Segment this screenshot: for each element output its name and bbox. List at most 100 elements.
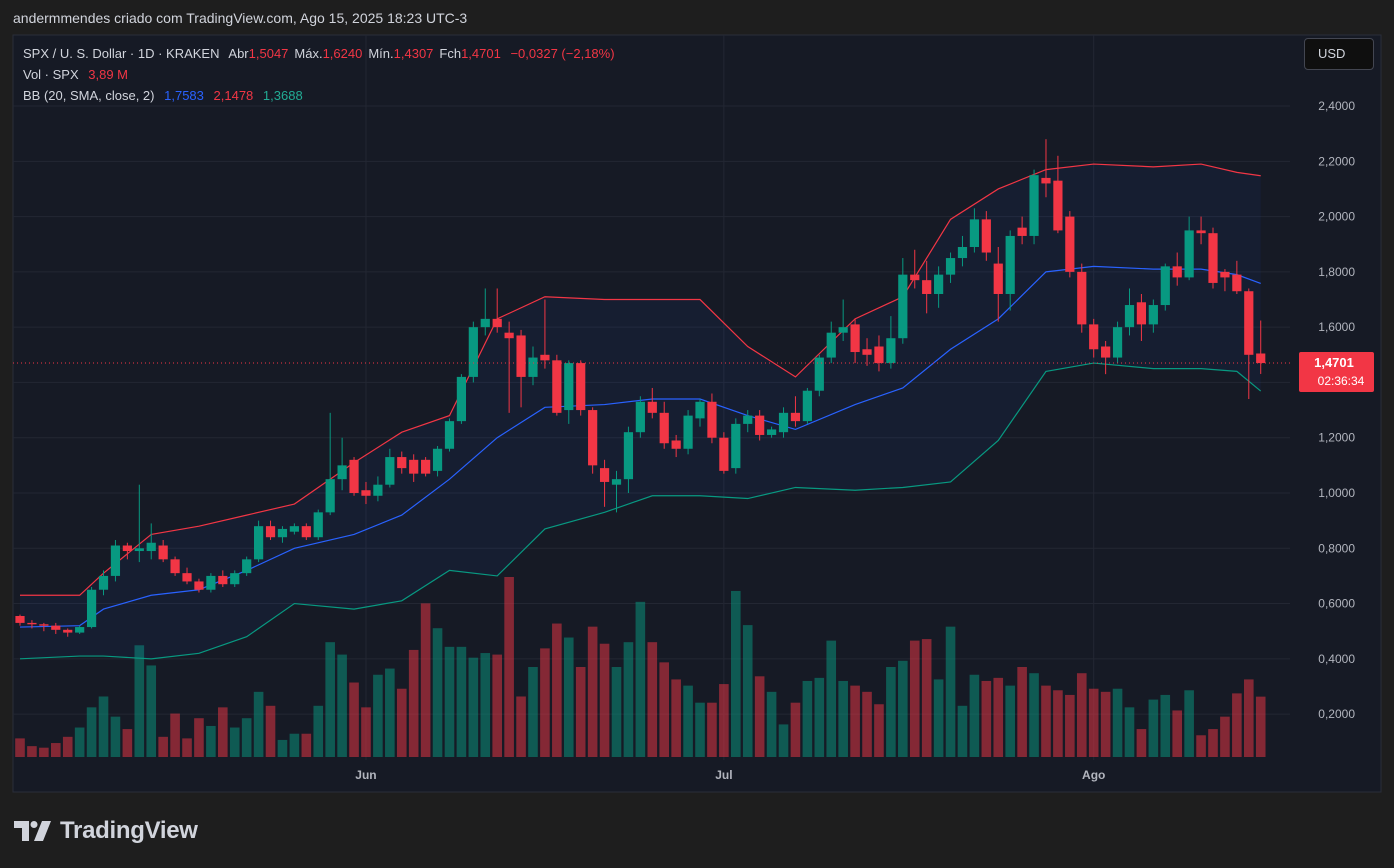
volume-bar <box>587 626 598 757</box>
candle-body <box>1232 274 1242 292</box>
volume <box>15 577 1266 757</box>
candle-body <box>98 575 109 590</box>
candle-body <box>301 526 311 538</box>
candle-body <box>635 401 645 433</box>
volume-bar <box>182 738 192 757</box>
volume-bar <box>396 688 407 757</box>
volume-bar <box>1100 691 1111 757</box>
candle-body <box>75 627 85 633</box>
volume-bar <box>122 729 133 757</box>
candle-body <box>421 459 431 474</box>
y-tick-label: 0,2000 <box>1318 707 1355 721</box>
candle-body <box>409 459 419 474</box>
y-tick-label: 1,0000 <box>1318 486 1355 500</box>
volume-bar <box>385 668 395 757</box>
y-tick-label: 0,6000 <box>1318 597 1355 611</box>
candle-body <box>671 440 681 449</box>
x-tick-label: Jul <box>715 768 732 782</box>
candle-body <box>552 360 562 413</box>
candle-body <box>444 421 455 449</box>
volume-bar <box>146 665 157 757</box>
legend-bb: BB (20, SMA, close, 2) 1,7583 2,1478 1,3… <box>23 88 309 103</box>
volume-bar <box>814 677 825 757</box>
change: −0,0327 (−2,18%) <box>510 46 615 61</box>
candle-body <box>1065 216 1075 272</box>
candle-body <box>218 575 228 585</box>
volume-label: Vol · SPX <box>23 67 79 82</box>
candle-body <box>1112 327 1123 358</box>
candle-body <box>778 412 789 433</box>
volume-bar <box>1184 690 1194 757</box>
volume-bar <box>337 654 347 757</box>
volume-bar <box>599 643 610 757</box>
volume-bar <box>754 676 765 757</box>
y-tick-label: 1,6000 <box>1318 320 1355 334</box>
volume-bar <box>1208 729 1218 757</box>
candle-body <box>588 410 598 466</box>
volume-bar <box>1148 699 1159 757</box>
volume-bar <box>62 736 73 757</box>
volume-bar <box>444 646 455 757</box>
candle-body <box>1208 233 1218 283</box>
candle-body <box>63 629 73 633</box>
x-tick-label: Jun <box>355 768 376 782</box>
candle-body <box>373 484 383 496</box>
volume-bar <box>1232 693 1242 757</box>
ohlc-value: 1,6240 <box>322 46 363 61</box>
volume-bar <box>373 674 383 757</box>
countdown: 02:36:34 <box>1318 374 1365 388</box>
volume-bar <box>229 727 240 757</box>
candle-body <box>51 625 61 630</box>
candle-body <box>1244 291 1254 355</box>
bb-lower: 1,3688 <box>262 88 303 103</box>
volume-bar <box>921 639 932 757</box>
volume-bar <box>909 640 920 757</box>
volume-bar <box>683 685 693 757</box>
brand-name: TradingView <box>60 817 198 844</box>
volume-bar <box>850 685 860 757</box>
candle-body <box>468 327 478 377</box>
candle-body <box>576 363 586 411</box>
volume-bar <box>27 746 37 757</box>
candle-body <box>206 575 216 590</box>
volume-bar <box>170 713 180 757</box>
candle-body <box>516 335 526 377</box>
volume-bar <box>504 577 514 757</box>
candle-body <box>194 581 204 590</box>
volume-bar <box>1220 716 1230 757</box>
ohlc-label: Máx. <box>294 46 323 61</box>
axes: 0,20000,40000,60000,80001,00001,20001,40… <box>13 99 1374 782</box>
candle-body <box>814 357 824 391</box>
volume-bar <box>647 642 658 757</box>
legend-volume: Vol · SPX 3,89 M <box>23 67 134 82</box>
volume-bar <box>563 637 574 757</box>
band-line <box>20 163 1261 596</box>
candle-body <box>850 324 860 353</box>
candle-body <box>492 318 502 328</box>
candle-body <box>110 545 121 576</box>
candle-body <box>922 280 932 294</box>
volume-bar <box>886 667 896 757</box>
band-line <box>19 362 1262 660</box>
candle-body <box>361 490 371 496</box>
candle-body <box>945 258 956 275</box>
candle-body <box>683 415 693 449</box>
volume-bar <box>134 645 145 757</box>
candle-body <box>719 437 729 471</box>
legend-main: SPX / U. S. Dollar · 1D · KRAKEN Abr1,50… <box>23 46 621 61</box>
candle-body <box>993 263 1003 294</box>
candle-body <box>1256 353 1266 364</box>
candle-body <box>611 479 622 485</box>
volume-bar <box>528 667 538 757</box>
candle-body <box>755 415 765 435</box>
volume-bar <box>1112 688 1123 757</box>
candle-body <box>886 338 896 364</box>
candle-body <box>540 354 550 361</box>
candle-body <box>826 332 836 358</box>
volume-bar <box>480 653 491 757</box>
volume-bar <box>1255 696 1266 757</box>
ohlc-label: Fch <box>439 46 462 61</box>
currency-button[interactable]: USD <box>1304 38 1374 70</box>
